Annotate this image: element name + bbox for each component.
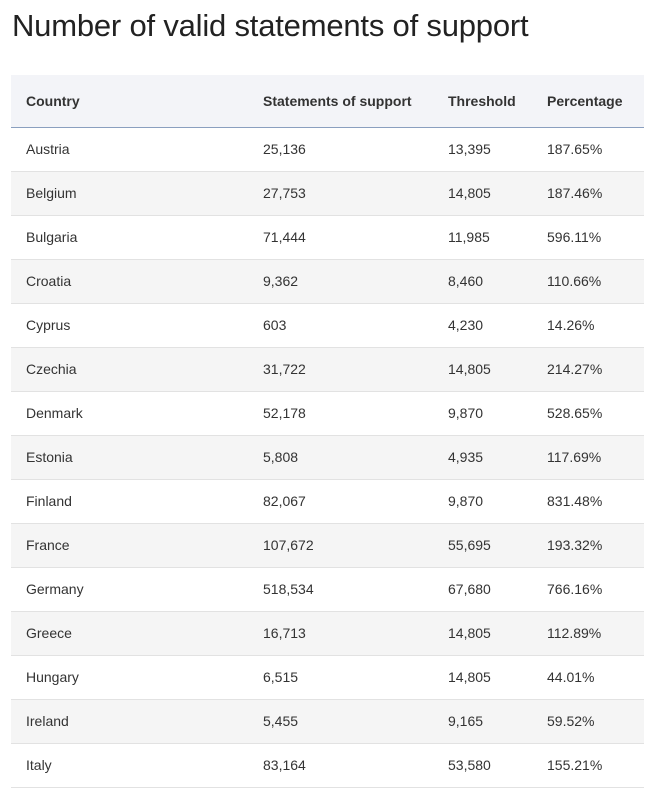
- cell-statements: 27,753: [263, 185, 306, 201]
- column-header-statements: Statements of support: [263, 92, 412, 109]
- cell-country: Denmark: [26, 405, 83, 421]
- cell-statements: 5,808: [263, 449, 299, 465]
- cell-threshold: 9,870: [448, 493, 484, 509]
- cell-statements: 6,515: [263, 669, 299, 685]
- cell-threshold: 14,805: [448, 669, 491, 685]
- cell-percentage: 44.01%: [547, 669, 595, 685]
- cell-country: Belgium: [26, 185, 77, 201]
- cell-country: Ireland: [26, 713, 69, 729]
- cell-threshold: 11,985: [448, 229, 490, 245]
- table-row: Ireland 5,455 9,165 59.52%: [11, 699, 644, 743]
- cell-percentage: 831.48%: [547, 493, 603, 509]
- cell-statements: 25,136: [263, 141, 306, 157]
- cell-percentage: 596.11%: [547, 229, 602, 245]
- column-header-percentage: Percentage: [547, 92, 623, 109]
- cell-statements: 107,672: [263, 537, 314, 553]
- cell-country: Germany: [26, 581, 84, 597]
- cell-country: Hungary: [26, 669, 79, 685]
- cell-threshold: 55,695: [448, 537, 491, 553]
- cell-threshold: 4,935: [448, 449, 484, 465]
- cell-statements: 9,362: [263, 273, 299, 289]
- cell-statements: 52,178: [263, 405, 306, 421]
- cell-statements: 82,067: [263, 493, 306, 509]
- table-row: Cyprus 603 4,230 14.26%: [11, 303, 644, 347]
- cell-statements: 71,444: [263, 229, 306, 245]
- cell-country: Bulgaria: [26, 229, 78, 245]
- cell-country: France: [26, 537, 70, 553]
- cell-country: Italy: [26, 757, 52, 773]
- cell-country: Finland: [26, 493, 72, 509]
- table-row: Estonia 5,808 4,935 117.69%: [11, 435, 644, 479]
- table-header: Country Statements of support Threshold …: [11, 75, 644, 127]
- table-body: Austria 25,136 13,395 187.65% Belgium 27,753 1…: [11, 127, 644, 787]
- table-row: Germany 518,534 67,680 766.16%: [11, 567, 644, 611]
- cell-percentage: 528.65%: [547, 405, 603, 421]
- cell-percentage: 193.32%: [547, 537, 603, 553]
- cell-country: Cyprus: [26, 317, 71, 333]
- statements-table: Country Statements of support Threshold …: [11, 75, 644, 788]
- table-row: France 107,672 55,695 193.32%: [11, 523, 644, 567]
- cell-percentage: 112.89%: [547, 625, 602, 641]
- cell-percentage: 766.16%: [547, 581, 603, 597]
- cell-country: Austria: [26, 141, 70, 157]
- cell-statements: 603: [263, 317, 287, 333]
- table-row: Belgium 27,753 14,805 187.46%: [11, 171, 644, 215]
- cell-percentage: 110.66%: [547, 273, 602, 289]
- table-row: Croatia 9,362 8,460 110.66%: [11, 259, 644, 303]
- cell-percentage: 59.52%: [547, 713, 595, 729]
- table-row: Austria 25,136 13,395 187.65%: [11, 127, 644, 171]
- cell-percentage: 155.21%: [547, 757, 603, 773]
- table-row: Finland 82,067 9,870 831.48%: [11, 479, 644, 523]
- cell-statements: 5,455: [263, 713, 299, 729]
- cell-country: Czechia: [26, 361, 77, 377]
- cell-percentage: 187.65%: [547, 141, 603, 157]
- table-row: Denmark 52,178 9,870 528.65%: [11, 391, 644, 435]
- cell-threshold: 9,165: [448, 713, 484, 729]
- cell-statements: 83,164: [263, 757, 306, 773]
- cell-threshold: 13,395: [448, 141, 491, 157]
- cell-threshold: 53,580: [448, 757, 491, 773]
- cell-statements: 16,713: [263, 625, 306, 641]
- table-row: Czechia 31,722 14,805 214.27%: [11, 347, 644, 391]
- column-header-country: Country: [26, 92, 80, 109]
- cell-percentage: 117.69%: [547, 449, 602, 465]
- cell-statements: 518,534: [263, 581, 314, 597]
- table-row: Italy 83,164 53,580 155.21%: [11, 743, 644, 787]
- cell-percentage: 214.27%: [547, 361, 603, 377]
- cell-threshold: 4,230: [448, 317, 484, 333]
- cell-threshold: 67,680: [448, 581, 491, 597]
- table-row: Hungary 6,515 14,805 44.01%: [11, 655, 644, 699]
- table-row: Bulgaria 71,444 11,985 596.11%: [11, 215, 644, 259]
- cell-percentage: 187.46%: [547, 185, 603, 201]
- cell-country: Estonia: [26, 449, 73, 465]
- cell-threshold: 8,460: [448, 273, 484, 289]
- cell-threshold: 14,805: [448, 625, 491, 641]
- cell-threshold: 14,805: [448, 185, 491, 201]
- statements-table-container: Country Statements of support Threshold …: [11, 75, 644, 788]
- cell-country: Greece: [26, 625, 72, 641]
- cell-country: Croatia: [26, 273, 72, 289]
- cell-threshold: 14,805: [448, 361, 491, 377]
- table-row: Greece 16,713 14,805 112.89%: [11, 611, 644, 655]
- page-title: Number of valid statements of support: [12, 8, 529, 43]
- cell-percentage: 14.26%: [547, 317, 595, 333]
- column-header-threshold: Threshold: [448, 92, 516, 109]
- header-row: Country Statements of support Threshold …: [11, 75, 644, 127]
- cell-threshold: 9,870: [448, 405, 484, 421]
- cell-statements: 31,722: [263, 361, 306, 377]
